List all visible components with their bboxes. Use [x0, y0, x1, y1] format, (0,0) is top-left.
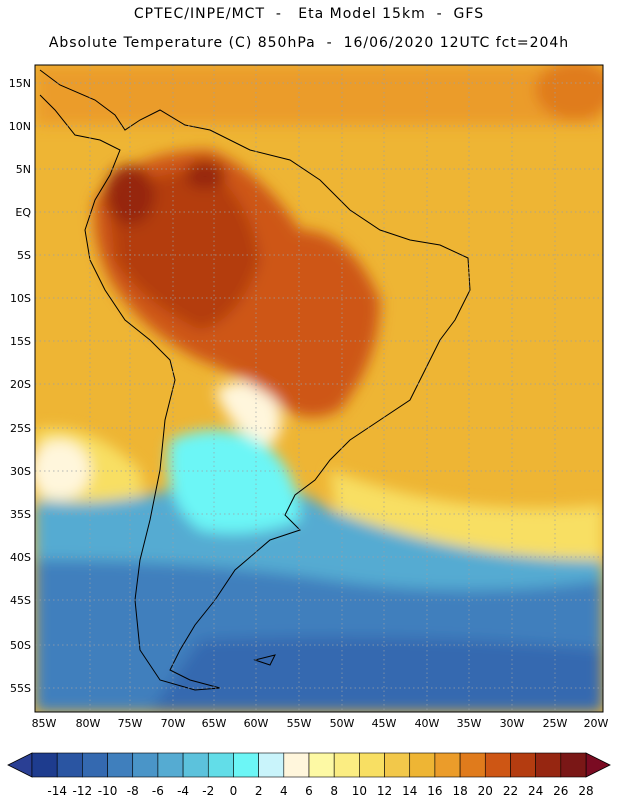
colorbar-high-arrow: [585, 752, 611, 778]
colorbar-swatch: [434, 752, 461, 778]
colorbar-swatch: [157, 752, 184, 778]
colorbar-label: 0: [230, 784, 238, 798]
colorbar-swatch: [107, 752, 134, 778]
colorbar-label: 4: [280, 784, 288, 798]
lon-label: 65W: [202, 717, 227, 730]
colorbar-label: -8: [127, 784, 139, 798]
colorbar-swatch: [31, 752, 58, 778]
lon-label: 30W: [500, 717, 525, 730]
colorbar-label: 12: [377, 784, 392, 798]
chart-title-line2: Absolute Temperature (C) 850hPa - 16/06/…: [48, 35, 570, 51]
colorbar-swatch: [333, 752, 360, 778]
lat-label: 55S: [10, 682, 31, 695]
lon-label: 50W: [330, 717, 355, 730]
colorbar-swatch: [560, 752, 587, 778]
colorbar-label: 24: [528, 784, 543, 798]
temperature-field: [35, 65, 603, 712]
colorbar-label: 6: [305, 784, 313, 798]
lat-label: 25S: [10, 422, 31, 435]
lon-label: 55W: [287, 717, 312, 730]
coastline: [39, 69, 471, 691]
colorbar-label: 22: [503, 784, 518, 798]
colorbar-label: 20: [478, 784, 493, 798]
colorbar-label: 2: [255, 784, 263, 798]
colorbar-label: 26: [553, 784, 568, 798]
lon-label: 45W: [372, 717, 397, 730]
colorbar-swatch: [56, 752, 83, 778]
lat-label: 30S: [10, 465, 31, 478]
lon-label: 35W: [457, 717, 482, 730]
lon-label: 80W: [76, 717, 101, 730]
colorbar-swatch: [459, 752, 486, 778]
lon-label: 85W: [32, 717, 57, 730]
colorbar-swatch: [207, 752, 234, 778]
colorbar-label: 8: [330, 784, 338, 798]
lat-label: 5N: [16, 163, 31, 176]
colorbar-swatch: [510, 752, 536, 778]
latitude-labels: 15N 10N 5N EQ 5S 10S 15S 20S 25S 30S 35S…: [9, 77, 32, 695]
colorbar-label: 10: [352, 784, 367, 798]
colorbar-label: 16: [427, 784, 442, 798]
colorbar-swatch: [82, 752, 108, 778]
colorbar-label: -2: [202, 784, 214, 798]
colorbar-swatch: [359, 752, 385, 778]
colorbar: -14 -12 -10 -8 -6 -4 -2 0 2 4 6 8 10 12 14 16 18 20 22 24 26…: [7, 752, 611, 798]
colorbar-swatch: [283, 752, 310, 778]
lon-label: 20W: [584, 717, 609, 730]
colorbar-swatch: [308, 752, 335, 778]
colorbar-label: -14: [47, 784, 67, 798]
lat-label: 20S: [10, 378, 31, 391]
colorbar-swatch: [258, 752, 285, 778]
colorbar-low-arrow: [7, 752, 33, 778]
lat-label: 45S: [10, 594, 31, 607]
lat-label: 40S: [10, 551, 31, 564]
lat-label: 10N: [9, 120, 31, 133]
colorbar-swatch: [409, 752, 436, 778]
chart-title-line1: CPTEC/INPE/MCT - Eta Model 15km - GFS: [133, 6, 485, 22]
graticule: [35, 65, 603, 712]
colorbar-label: -6: [152, 784, 164, 798]
lat-label: 10S: [10, 292, 31, 305]
lon-label: 40W: [415, 717, 440, 730]
lat-label: 15N: [9, 77, 31, 90]
colorbar-swatch: [182, 752, 209, 778]
colorbar-swatch: [132, 752, 159, 778]
lat-label: 35S: [10, 508, 31, 521]
lon-label: 75W: [118, 717, 143, 730]
colorbar-swatch: [384, 752, 411, 778]
lon-label: 25W: [543, 717, 568, 730]
colorbar-label: -10: [98, 784, 118, 798]
lon-label: 70W: [161, 717, 186, 730]
lat-label: 5S: [17, 249, 31, 262]
colorbar-swatch: [233, 752, 259, 778]
lat-label: EQ: [15, 206, 31, 219]
colorbar-swatch: [535, 752, 562, 778]
map-frame: [34, 64, 604, 713]
colorbar-swatch: [484, 752, 511, 778]
colorbar-label: -12: [73, 784, 93, 798]
colorbar-label: 14: [402, 784, 417, 798]
colorbar-label: 28: [578, 784, 593, 798]
colorbar-label: -4: [177, 784, 189, 798]
colorbar-label: 18: [452, 784, 467, 798]
lat-label: 15S: [10, 335, 31, 348]
longitude-labels: 85W 80W 75W 70W 65W 60W 55W 50W 45W 40W …: [32, 717, 609, 730]
lon-label: 60W: [244, 717, 269, 730]
lat-label: 50S: [10, 639, 31, 652]
